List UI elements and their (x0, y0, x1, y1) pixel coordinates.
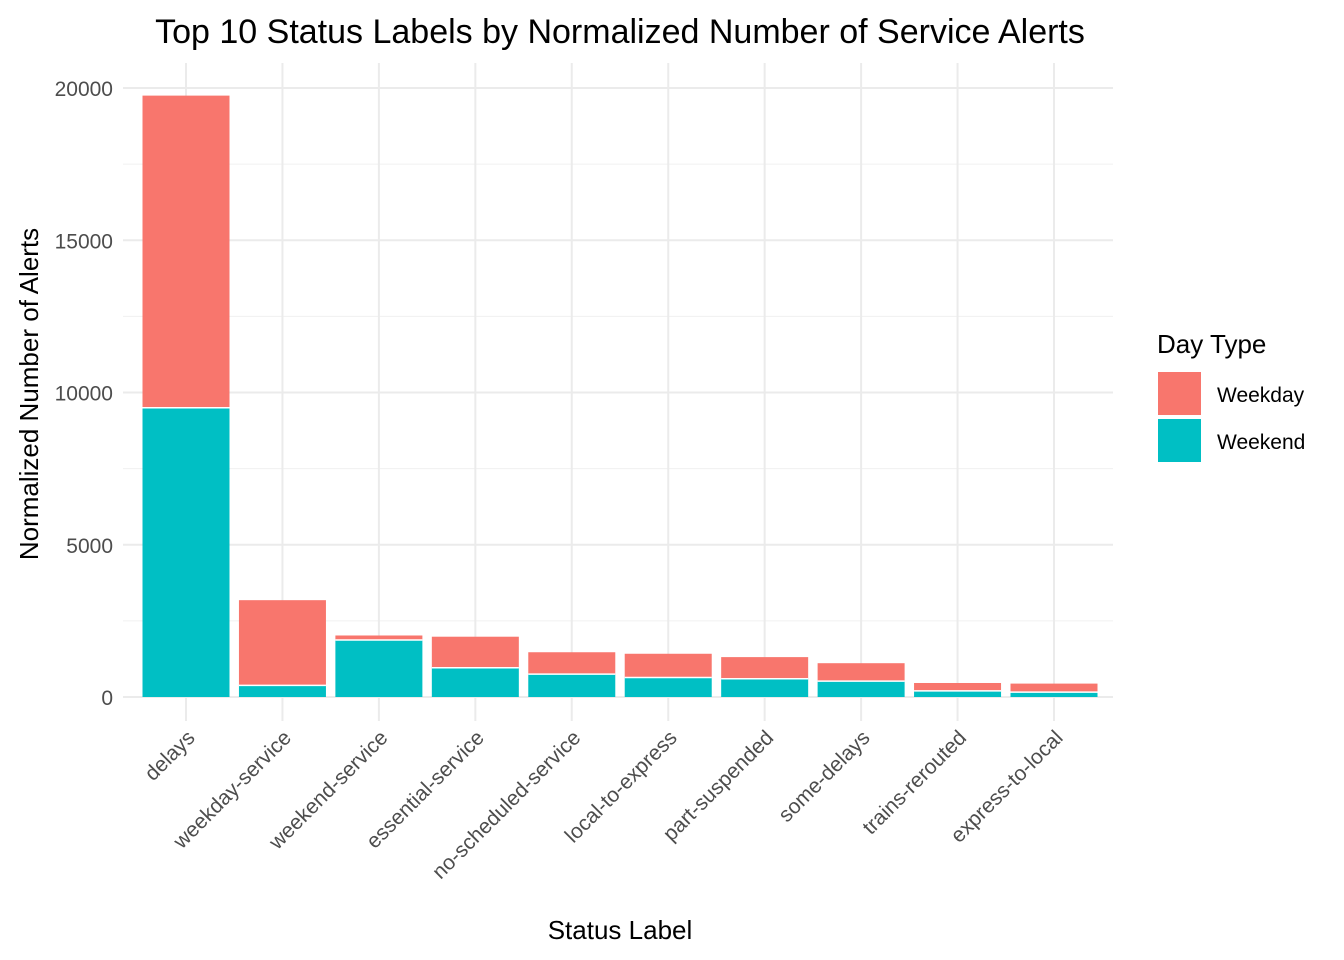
y-tick-label: 20000 (55, 78, 113, 101)
bar-weekday-weekend-service (335, 635, 423, 641)
bar-weekday-some-delays (817, 663, 905, 682)
legend-title: Day Type (1157, 329, 1266, 359)
bars (142, 95, 1098, 697)
legend: Day Type Weekday Weekend (1157, 329, 1305, 462)
bar-weekday-part-suspended (721, 657, 809, 679)
legend-key-weekday (1158, 372, 1201, 415)
y-tick-label: 15000 (55, 230, 113, 253)
bar-weekend-essential-service (431, 667, 519, 697)
bar-weekend-some-delays (817, 681, 905, 697)
bar-weekend-weekday-service (238, 685, 326, 697)
bar-weekend-delays (142, 407, 230, 697)
bar-weekend-part-suspended (721, 678, 809, 697)
x-tick-label: delays (140, 726, 199, 785)
y-axis-ticks: 0 5000 10000 15000 20000 (55, 78, 113, 710)
chart-title: Top 10 Status Labels by Normalized Numbe… (155, 13, 1085, 51)
bar-weekend-no-scheduled-service (528, 674, 616, 697)
bar-weekend-weekend-service (335, 640, 423, 697)
bar-weekend-trains-rerouted (914, 690, 1002, 697)
grid (123, 63, 1113, 721)
bar-weekday-express-to-local (1010, 683, 1098, 693)
x-axis-title: Status Label (548, 915, 693, 945)
bar-weekday-weekday-service (238, 600, 326, 686)
y-tick-label: 5000 (66, 535, 113, 558)
legend-label-weekday: Weekday (1217, 384, 1305, 407)
bar-weekday-trains-rerouted (914, 682, 1002, 691)
bar-weekday-local-to-express (624, 653, 712, 678)
legend-key-weekend (1158, 419, 1201, 462)
bar-weekend-express-to-local (1010, 692, 1098, 697)
bar-weekday-delays (142, 95, 230, 408)
legend-label-weekend: Weekend (1217, 431, 1305, 454)
bar-weekend-local-to-express (624, 677, 712, 697)
y-axis-title: Normalized Number of Alerts (14, 228, 44, 560)
x-tick-label: some-delays (774, 726, 874, 826)
y-tick-label: 10000 (55, 383, 113, 406)
bar-weekday-no-scheduled-service (528, 652, 616, 675)
y-tick-label: 0 (101, 687, 113, 710)
bar-weekday-essential-service (431, 636, 519, 668)
x-axis-ticks: delaysweekday-serviceweekend-serviceesse… (140, 726, 1067, 883)
